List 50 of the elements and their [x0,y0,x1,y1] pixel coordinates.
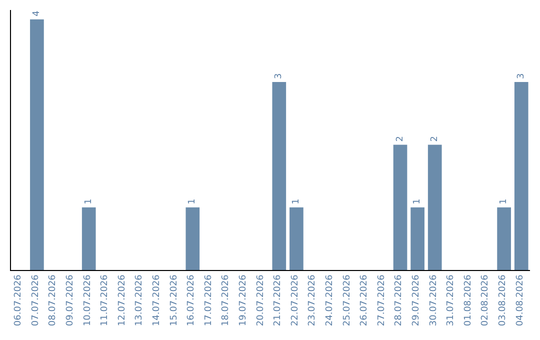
x-tick-label: 15.07.2026 [169,274,180,326]
x-tick-label: 12.07.2026 [117,274,128,326]
x-tick-label: 09.07.2026 [65,274,76,326]
data-label: 1 [188,198,198,204]
x-tick-label: 23.07.2026 [308,274,318,326]
data-label: 2 [430,136,440,142]
x-tick-label: 22.07.2026 [290,274,300,326]
x-tick-label: 11.07.2026 [100,274,110,326]
bar [410,207,424,270]
data-label: 1 [291,198,302,204]
x-tick-label: 13.07.2026 [134,274,145,326]
data-label: 1 [499,198,510,204]
data-label: 4 [32,10,42,16]
x-tick-label: 19.07.2026 [238,274,248,326]
x-tick-label: 29.07.2026 [411,274,422,326]
x-tick-label: 25.07.2026 [342,274,352,326]
x-tick-label: 01.08.2026 [463,274,474,326]
bar [290,207,304,270]
x-tick-label: 31.07.2026 [446,274,456,326]
x-tick-label: 20.07.2026 [256,274,266,326]
x-tick-label: 08.07.2026 [48,274,58,326]
x-tick-label: 10.07.2026 [82,274,93,326]
data-label: 1 [84,198,94,204]
x-tick-label: 04.08.2026 [515,274,526,326]
bar [514,82,528,270]
x-tick-label: 18.07.2026 [221,274,232,326]
x-tick-label: 06.07.2026 [14,274,24,326]
x-tick-label: 07.07.2026 [30,274,41,326]
data-label: 1 [412,198,423,204]
x-tick-label: 14.07.2026 [152,274,162,326]
x-tick-label: 16.07.2026 [186,274,197,326]
x-tick-label: 24.07.2026 [324,274,335,326]
x-tick-label: 17.07.2026 [204,274,214,326]
x-tick-label: 03.08.2026 [498,274,508,326]
x-tick-label: 26.07.2026 [360,274,370,326]
bar [393,144,408,270]
bar [272,82,286,270]
x-tick-label: 30.07.2026 [428,274,439,326]
bar [82,207,96,270]
x-tick-label: 02.08.2026 [480,274,491,326]
bar [186,207,200,270]
bar [428,144,442,270]
bar [497,207,511,270]
bar [30,19,44,270]
data-label: 3 [274,73,284,80]
x-tick-label: 21.07.2026 [273,274,284,326]
x-tick-label: 28.07.2026 [394,274,404,326]
data-label: 2 [395,136,406,142]
x-tick-label: 27.07.2026 [376,274,387,326]
data-label: 3 [516,73,526,80]
